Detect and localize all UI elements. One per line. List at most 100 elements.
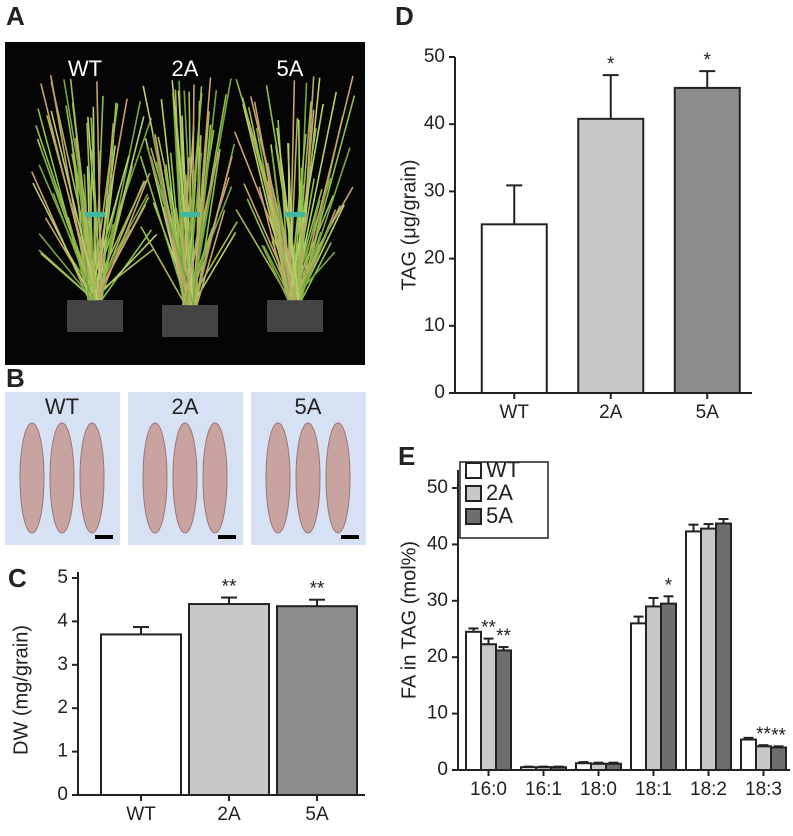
- seed: [202, 422, 228, 534]
- bar: [590, 762, 607, 772]
- x-tick-label: 18:3: [745, 779, 782, 800]
- seed: [19, 422, 45, 534]
- x-tick-label: WT: [499, 402, 529, 423]
- x-tick-label: 18:0: [580, 779, 617, 800]
- x-tick-label: 16:0: [470, 779, 507, 800]
- leaf: [52, 193, 95, 301]
- error-bar: [688, 523, 699, 532]
- leaf: [87, 156, 130, 301]
- leaf: [298, 95, 356, 301]
- y-tick-label: 30: [427, 590, 448, 611]
- panel-label: E: [398, 441, 415, 471]
- error-bar: [133, 626, 149, 635]
- y-tick-label: 1: [57, 741, 68, 762]
- y-tick-label: 10: [424, 315, 445, 336]
- leaf: [249, 96, 300, 301]
- x-tick-label: 2A: [217, 804, 241, 825]
- y-tick-label: 3: [57, 654, 68, 675]
- photo-caption: 2A: [172, 56, 199, 81]
- leaf: [88, 193, 149, 301]
- bar: [575, 762, 592, 771]
- error-bar: [593, 761, 604, 764]
- y-tick-label: 20: [427, 646, 448, 667]
- leaf: [294, 101, 312, 301]
- significance: *: [607, 54, 615, 75]
- error-bar: [506, 184, 523, 225]
- y-tick-label: 2: [57, 697, 68, 718]
- bar: [755, 745, 772, 772]
- bar: [700, 527, 717, 771]
- error-bar: [221, 596, 237, 605]
- y-axis-label: TAG (μg/grain): [398, 159, 420, 290]
- error-bar: [309, 598, 325, 607]
- legend-swatch: [465, 485, 482, 502]
- leaf: [247, 107, 291, 301]
- leaf: [94, 145, 116, 301]
- leaf: [299, 147, 351, 301]
- y-tick-label: 30: [424, 180, 445, 201]
- significance: **: [496, 626, 511, 647]
- leaf: [146, 146, 195, 306]
- x-tick-label: 5A: [696, 402, 720, 423]
- bar: [740, 738, 757, 772]
- tie: [180, 212, 200, 217]
- bar: [673, 86, 741, 395]
- error-bar: [743, 736, 754, 740]
- leaf: [76, 158, 90, 301]
- tie: [285, 212, 305, 217]
- bar: [480, 223, 548, 394]
- x-tick-label: 5A: [305, 804, 329, 825]
- leaf: [139, 155, 188, 306]
- bar: [276, 605, 358, 797]
- scale-bar: [95, 535, 113, 539]
- leaf: [101, 102, 117, 301]
- error-bar: [699, 70, 716, 88]
- seed: [265, 422, 291, 534]
- leaf: [299, 167, 303, 301]
- photo-caption: WT: [45, 394, 79, 419]
- error-bar: [483, 637, 494, 645]
- legend-swatch: [465, 462, 482, 479]
- y-axis-label: FA in TAG (mol%): [398, 541, 420, 699]
- y-tick-label: 0: [57, 784, 68, 805]
- bar: [100, 633, 182, 796]
- leaf: [100, 229, 152, 301]
- legend-label: 5A: [486, 503, 513, 528]
- leaf: [98, 172, 151, 301]
- error-bar: [468, 627, 479, 632]
- panel-label: A: [6, 1, 25, 31]
- x-tick-label: WT: [126, 804, 156, 825]
- y-tick-label: 40: [424, 113, 445, 134]
- tie: [85, 212, 105, 217]
- pot: [267, 300, 323, 332]
- legend-label: 2A: [486, 480, 513, 505]
- leaf: [140, 226, 187, 306]
- x-tick-label: 18:1: [635, 779, 672, 800]
- error-bar: [758, 744, 769, 747]
- leaf: [38, 233, 94, 301]
- y-tick-label: 0: [437, 759, 448, 780]
- error-bar: [538, 765, 549, 768]
- leaf: [96, 81, 103, 301]
- x-tick-label: 18:2: [690, 779, 727, 800]
- leaf: [50, 110, 99, 301]
- leaf: [69, 78, 97, 301]
- error-bar: [578, 761, 589, 764]
- leaf: [258, 186, 289, 301]
- panel-label: D: [395, 1, 414, 31]
- leaf: [261, 244, 289, 301]
- significance: **: [310, 579, 325, 600]
- significance: **: [481, 618, 496, 639]
- seed: [49, 422, 75, 534]
- bar: [715, 522, 732, 771]
- x-tick-label: 16:1: [525, 779, 562, 800]
- significance: **: [756, 724, 771, 745]
- photo-caption: 2A: [172, 394, 199, 419]
- leaf: [192, 155, 233, 306]
- leaf: [192, 89, 218, 306]
- bar: [577, 117, 645, 394]
- leaf: [183, 90, 196, 306]
- y-tick-label: 4: [57, 610, 68, 631]
